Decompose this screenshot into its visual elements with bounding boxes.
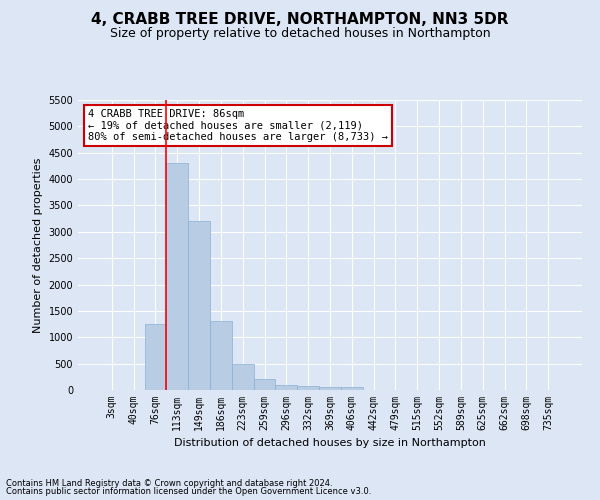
Text: 4, CRABB TREE DRIVE, NORTHAMPTON, NN3 5DR: 4, CRABB TREE DRIVE, NORTHAMPTON, NN3 5D… [91,12,509,28]
Text: Contains public sector information licensed under the Open Government Licence v3: Contains public sector information licen… [6,487,371,496]
Bar [319,388,341,390]
Bar [297,386,319,390]
Text: Contains HM Land Registry data © Crown copyright and database right 2024.: Contains HM Land Registry data © Crown c… [6,478,332,488]
Y-axis label: Number of detached properties: Number of detached properties [33,158,43,332]
Bar [232,364,254,390]
Bar [188,222,210,390]
Bar [275,384,297,390]
Bar [166,164,188,390]
Bar [210,322,232,390]
Bar [341,388,363,390]
X-axis label: Distribution of detached houses by size in Northampton: Distribution of detached houses by size … [174,438,486,448]
Text: 4 CRABB TREE DRIVE: 86sqm
← 19% of detached houses are smaller (2,119)
80% of se: 4 CRABB TREE DRIVE: 86sqm ← 19% of detac… [88,108,388,142]
Bar [145,324,166,390]
Bar [254,380,275,390]
Text: Size of property relative to detached houses in Northampton: Size of property relative to detached ho… [110,28,490,40]
